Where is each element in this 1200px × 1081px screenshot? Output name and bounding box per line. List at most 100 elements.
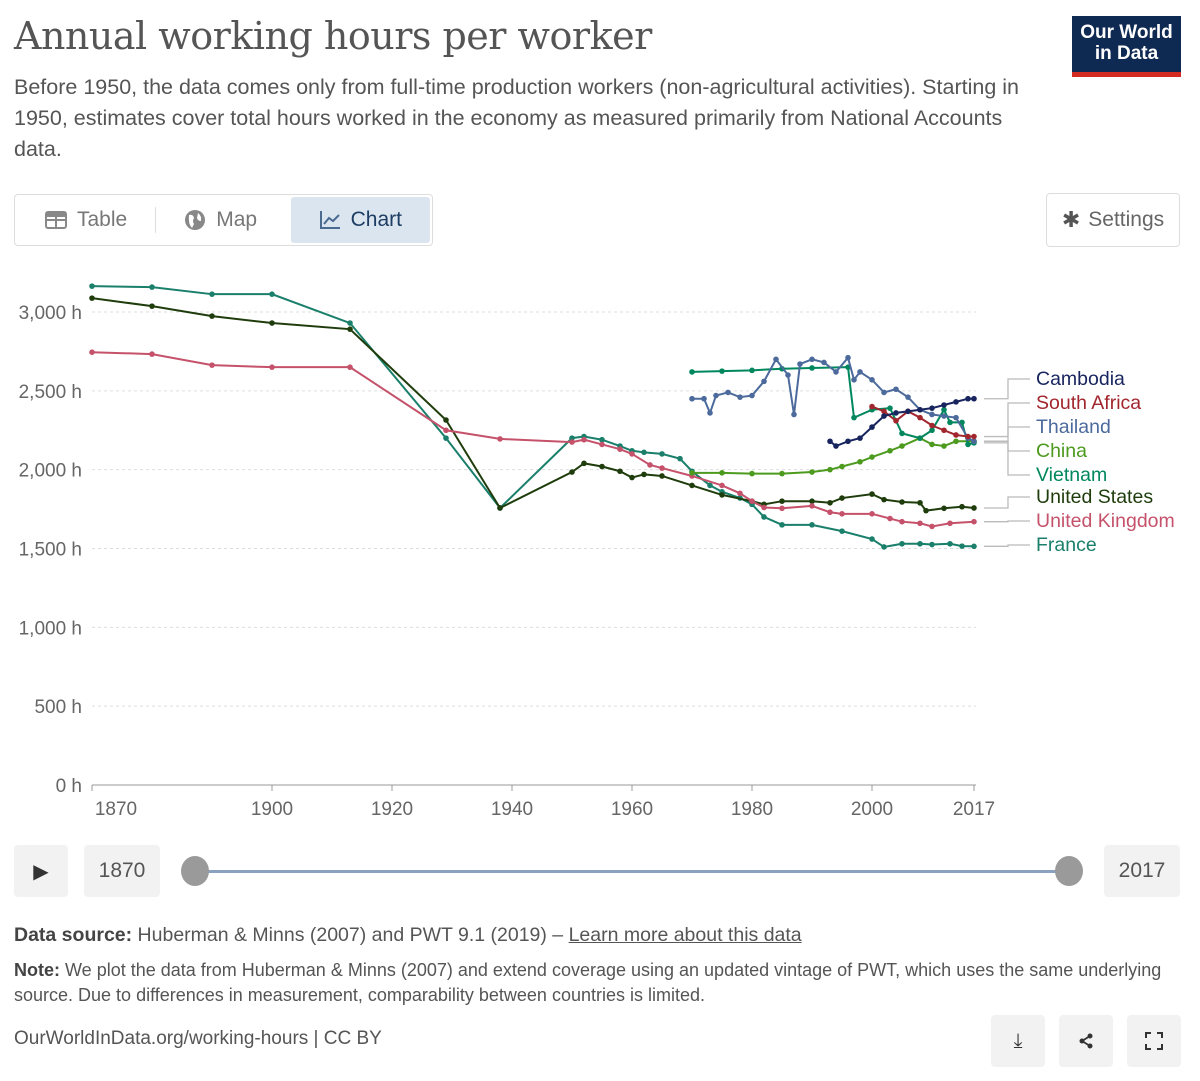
tab-map-label: Map [216, 208, 258, 231]
data-point [701, 395, 707, 402]
data-point [269, 364, 275, 370]
data-point [443, 417, 449, 423]
data-source: Data source: Huberman & Minns (2007) and… [14, 924, 802, 947]
data-point [971, 433, 977, 440]
data-point [881, 389, 887, 396]
label-connector [984, 378, 1030, 400]
data-point [599, 436, 605, 443]
data-point [347, 364, 353, 370]
fullscreen-button[interactable] [1127, 1015, 1181, 1067]
series-united-states [89, 295, 977, 514]
timeline-start-handle[interactable] [181, 856, 209, 886]
data-point [881, 408, 887, 415]
data-point [809, 356, 815, 363]
data-point [89, 295, 95, 301]
data-point [869, 491, 875, 497]
data-point [899, 540, 905, 547]
data-point [917, 520, 923, 527]
data-point [917, 414, 923, 421]
data-point [947, 419, 953, 426]
data-point [965, 395, 971, 402]
data-point [971, 505, 977, 511]
timeline-end-label: 2017 [1104, 845, 1180, 897]
data-point [689, 369, 695, 375]
globe-icon [185, 210, 206, 230]
data-point [941, 402, 947, 408]
series-label: United Kingdom [1036, 510, 1175, 532]
download-button[interactable]: ⤓ [991, 1015, 1045, 1067]
tab-chart-label: Chart [350, 208, 402, 231]
chart-url[interactable]: OurWorldInData.org/working-hours | CC BY [14, 1028, 382, 1049]
owid-logo[interactable]: Our World in Data [1072, 16, 1181, 77]
label-connector [984, 544, 1030, 547]
data-point [971, 518, 977, 525]
data-point [725, 389, 731, 396]
data-point [641, 471, 647, 478]
data-point [599, 441, 605, 448]
label-connector [984, 402, 1030, 438]
y-tick-label: 2,500 h [19, 382, 82, 403]
data-point [599, 463, 605, 470]
chart-subtitle: Before 1950, the data comes only from fu… [14, 75, 1019, 161]
data-point [953, 432, 959, 438]
data-point [923, 507, 929, 514]
data-point [905, 408, 911, 415]
data-point [737, 394, 743, 400]
data-point [917, 435, 923, 441]
download-icon: ⤓ [1013, 1029, 1023, 1052]
series-label: Thailand [1036, 416, 1111, 438]
data-point [569, 435, 575, 441]
data-point [959, 543, 965, 549]
series-line [692, 355, 975, 443]
learn-more-link[interactable]: Learn more about this data [568, 924, 802, 946]
share-button[interactable] [1059, 1015, 1113, 1067]
tab-table-label: Table [77, 208, 128, 231]
data-point [443, 435, 449, 441]
x-tick-label: 2000 [851, 799, 893, 820]
data-point [881, 544, 887, 550]
data-point [689, 395, 695, 402]
data-point [617, 468, 623, 475]
data-point [707, 410, 713, 416]
series-label: China [1036, 440, 1087, 462]
data-point [659, 465, 665, 471]
data-point [857, 435, 863, 441]
chart-title: Annual working hours per worker [14, 14, 652, 58]
data-point [713, 392, 719, 399]
data-point [953, 438, 959, 445]
data-point [209, 362, 215, 368]
data-point [893, 410, 899, 416]
data-point [809, 503, 815, 509]
data-point [659, 473, 665, 479]
timeline-start-label: 1870 [84, 845, 160, 897]
data-point [569, 439, 575, 445]
play-icon: ▶ [33, 860, 49, 883]
data-point [929, 422, 935, 429]
data-point [881, 496, 887, 503]
timeline-end-handle[interactable] [1055, 856, 1083, 886]
table-icon [45, 211, 67, 229]
tab-map[interactable]: Map [156, 197, 285, 243]
data-point [929, 427, 935, 434]
data-point [905, 394, 911, 400]
data-point [869, 511, 875, 517]
label-connector [984, 442, 1030, 476]
timeline-track[interactable] [195, 870, 1069, 873]
data-point [443, 427, 449, 434]
data-point [827, 466, 833, 473]
data-point [857, 369, 863, 375]
tab-chart[interactable]: Chart [290, 197, 430, 243]
data-point [719, 492, 725, 498]
play-button[interactable]: ▶ [14, 845, 68, 897]
label-connector [984, 496, 1030, 509]
data-point [839, 463, 845, 470]
data-point [797, 361, 803, 367]
tab-table[interactable]: Table [17, 197, 155, 243]
data-point [647, 462, 653, 468]
note-label: Note: [14, 960, 60, 980]
data-point [953, 414, 959, 421]
data-point [269, 291, 275, 297]
settings-button[interactable]: ✱ Settings [1046, 193, 1180, 247]
data-point [887, 515, 893, 522]
series-label: Cambodia [1036, 368, 1125, 390]
